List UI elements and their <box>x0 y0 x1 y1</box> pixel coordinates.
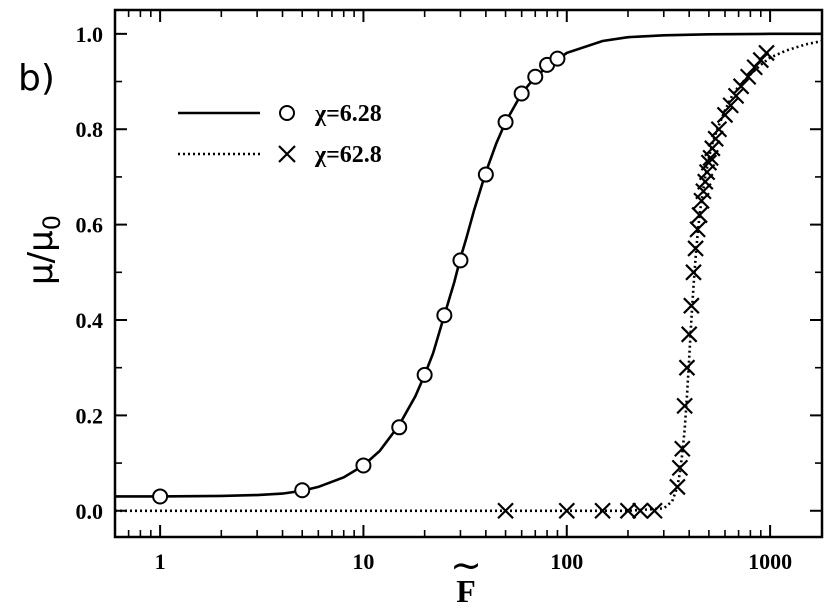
series-1-point <box>294 482 311 499</box>
series-2-point <box>676 397 693 415</box>
series-2-point <box>674 440 691 458</box>
y-tick-label: 0.2 <box>76 403 104 428</box>
series-2-point <box>687 240 704 257</box>
series-2-point <box>680 326 698 343</box>
series-curves <box>115 32 823 513</box>
x-axis-title: F <box>456 573 476 609</box>
x-tick-label: 1000 <box>748 549 792 574</box>
series-2-point <box>678 359 696 376</box>
series-2-point <box>594 502 611 520</box>
legend-marker-series-1 <box>279 105 295 121</box>
series-1-point <box>452 252 469 269</box>
y-axis-title: μ/μ0 <box>21 215 66 285</box>
y-tick-label: 0.0 <box>76 499 104 524</box>
series-2-point <box>732 78 750 95</box>
series-2-point <box>671 459 689 477</box>
axis-ticks <box>114 10 822 537</box>
series-1-point <box>355 457 372 474</box>
series-1-point <box>477 166 494 183</box>
series-2-point <box>632 502 649 520</box>
svg-text:μ/μ0: μ/μ0 <box>21 215 66 285</box>
series-1-point <box>497 114 514 131</box>
x-axis-title-accent: ~ <box>450 543 482 587</box>
series-2-curve <box>115 39 823 513</box>
y-axis-title-main: μ/μ <box>21 230 61 285</box>
x-tick-label: 10 <box>352 549 374 574</box>
y-tick-label: 0.6 <box>76 213 104 238</box>
series-2-point <box>700 154 718 171</box>
series-2-point <box>727 87 745 105</box>
plot-frame <box>113 8 824 539</box>
series-2-point <box>497 502 514 520</box>
series-2-point <box>669 478 686 496</box>
series-2-point <box>739 68 757 86</box>
series-1-point <box>416 366 433 383</box>
series-2-point <box>710 120 728 138</box>
series-1-point <box>152 488 169 505</box>
x-tick-label: 100 <box>550 549 583 574</box>
series-1-point <box>527 68 544 85</box>
series-2-point <box>689 221 706 238</box>
series-2-point <box>707 130 724 148</box>
series-2-point <box>685 264 702 281</box>
series-2-point <box>691 206 708 224</box>
series-1-point <box>391 419 408 436</box>
y-tick-label: 1.0 <box>76 22 104 47</box>
y-tick-label: 0.8 <box>76 117 104 142</box>
series-1-point <box>549 50 566 67</box>
y-tick-label: 0.4 <box>76 308 104 333</box>
series-2-point <box>683 297 700 314</box>
series-2-point <box>716 106 734 124</box>
series-2-point <box>558 502 576 520</box>
series-markers <box>152 44 775 520</box>
series-1-point <box>436 307 453 324</box>
tick-labels: 1 10 100 1000 0.0 0.2 0.4 0.6 0.8 1.0 <box>76 22 793 574</box>
series-2-point <box>619 502 637 520</box>
series-1-point <box>513 85 530 102</box>
series-2-point <box>758 44 775 62</box>
series-2-point <box>704 140 721 157</box>
legend-marker-series-2 <box>278 145 296 163</box>
series-2-point <box>722 97 739 114</box>
panel-label: b) <box>18 58 55 99</box>
y-axis-title-sub: 0 <box>38 215 66 230</box>
series-2-point <box>646 502 663 520</box>
legend: χ=6.28 χ=62.8 <box>178 101 382 168</box>
x-tick-label: 1 <box>155 549 166 574</box>
series-1-curve <box>115 32 822 498</box>
legend-label-series-1: χ=6.28 <box>314 101 382 127</box>
legend-label-series-2: χ=62.8 <box>314 142 382 168</box>
